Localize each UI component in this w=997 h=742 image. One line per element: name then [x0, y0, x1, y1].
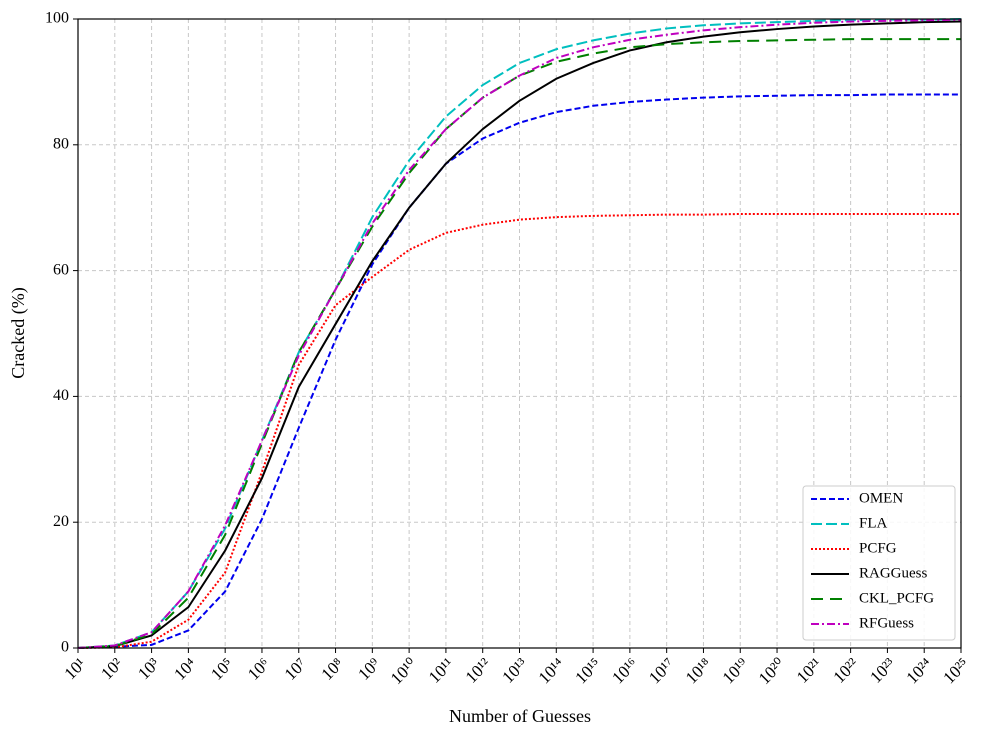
x-tick-label: 10¹⁵: [571, 654, 604, 687]
x-tick-label: 10¹⁰: [387, 654, 421, 688]
x-tick-label: 10²⁰: [755, 654, 789, 688]
y-tick-label: 40: [53, 387, 69, 404]
legend-label: PCFG: [859, 540, 897, 556]
x-tick-label: 10¹⁸: [682, 654, 715, 687]
x-tick-label: 10²: [97, 654, 126, 683]
x-tick-label: 10¹³: [498, 654, 531, 687]
x-tick-label: 10²³: [866, 654, 899, 687]
x-tick-label: 10¹⁴: [535, 654, 568, 687]
series-line: [77, 38, 961, 649]
series-line: [77, 212, 961, 649]
x-tick-label: 10¹⁷: [645, 654, 678, 687]
x-tick-label: 10¹: [61, 654, 90, 683]
x-tick-label: 10¹¹: [425, 654, 458, 687]
y-tick-label: 100: [45, 10, 69, 27]
x-tick-label: 10²²: [830, 654, 863, 687]
y-axis-label: Cracked (%): [8, 287, 29, 378]
x-tick-label: 10⁶: [244, 654, 274, 684]
series-line: [77, 93, 961, 649]
series-line: [77, 20, 962, 649]
series-line: [77, 18, 962, 649]
x-tick-label: 10²¹: [793, 654, 826, 687]
legend-label: OMEN: [859, 490, 903, 506]
legend-label: CKL_PCFG: [859, 590, 934, 606]
x-tick-label: 10¹⁹: [719, 654, 752, 687]
legend-label: FLA: [859, 515, 888, 531]
x-tick-label: 10³: [134, 654, 163, 683]
y-tick-label: 60: [53, 261, 69, 278]
series-line: [77, 18, 962, 649]
x-tick-label: 10⁷: [281, 654, 311, 684]
x-tick-label: 10¹⁶: [608, 654, 641, 687]
x-tick-label: 10⁹: [354, 654, 384, 684]
x-tick-label: 10²⁴: [903, 654, 936, 687]
plot-frame: [77, 18, 962, 649]
x-tick-label: 10¹²: [462, 654, 495, 687]
legend-label: RFGuess: [859, 615, 914, 631]
y-tick-label: 80: [53, 135, 69, 152]
x-tick-label: 10⁸: [317, 654, 347, 684]
y-tick-label: 0: [61, 639, 69, 656]
legend-label: RAGGuess: [859, 565, 927, 581]
x-axis-label: Number of Guesses: [449, 706, 591, 726]
x-tick-label: 10⁵: [207, 654, 237, 684]
x-tick-label: 10²⁵: [939, 654, 972, 687]
y-tick-label: 20: [53, 513, 69, 530]
x-tick-label: 10⁴: [170, 654, 200, 684]
